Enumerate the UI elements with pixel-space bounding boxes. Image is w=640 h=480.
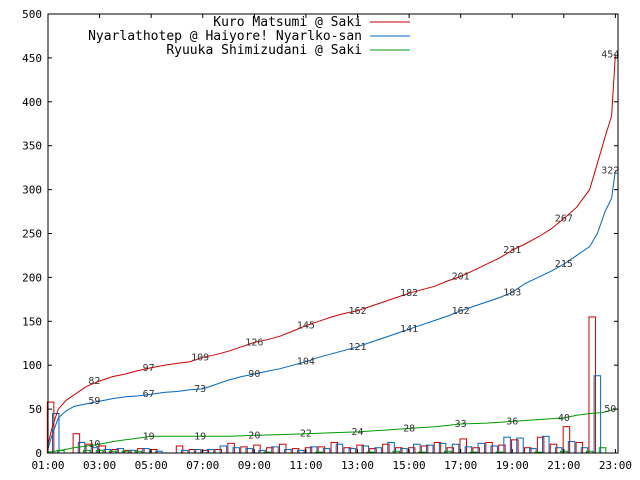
y-tick-label: 50: [29, 403, 42, 416]
data-label: 33: [455, 419, 467, 430]
series-line-3: [47, 408, 616, 453]
y-tick-label: 250: [22, 228, 42, 241]
data-label: 40: [558, 413, 570, 424]
annotations-layer: 82 97 109 126 145 162 182 201 231 267 454 59 67 73 90 1…: [88, 49, 619, 450]
data-label: 231: [503, 245, 521, 256]
data-label: 82: [88, 376, 100, 387]
data-label: 73: [194, 384, 206, 395]
plot-frame: [47, 13, 619, 454]
x-tick-label: 07:00: [186, 459, 219, 472]
y-tick-label: 150: [22, 315, 42, 328]
data-label: 59: [88, 396, 100, 407]
data-label: 22: [300, 429, 312, 440]
data-label: 97: [143, 363, 155, 374]
data-label: 267: [555, 214, 573, 225]
data-label: 162: [452, 306, 470, 317]
data-label: 104: [297, 357, 315, 368]
data-label: 145: [297, 321, 315, 332]
lines-layer: [47, 54, 616, 453]
x-tick-label: 05:00: [135, 459, 168, 472]
data-label: 67: [143, 389, 155, 400]
data-label: 24: [351, 427, 363, 438]
x-tick-label: 17:00: [444, 459, 477, 472]
data-label: 182: [400, 288, 418, 299]
x-tick-label: 13:00: [341, 459, 374, 472]
legend-label: Nyarlathotep @ Haiyore! Nyarlko-san: [88, 29, 362, 44]
data-label: 322: [601, 165, 619, 176]
x-tick-label: 21:00: [547, 459, 580, 472]
data-label: 20: [248, 430, 260, 441]
legend-label: Ryuuka Shimizudani @ Saki: [166, 43, 362, 58]
x-tick-label: 23:00: [599, 459, 632, 472]
data-label: 50: [604, 404, 616, 415]
data-label: 126: [245, 337, 263, 348]
y-tick-label: 300: [22, 184, 42, 197]
data-label: 19: [143, 431, 155, 442]
x-tick-label: 19:00: [496, 459, 529, 472]
data-label: 454: [601, 49, 619, 60]
data-label: 109: [191, 352, 209, 363]
x-tick-label: 01:00: [31, 459, 64, 472]
data-label: 215: [555, 259, 573, 270]
y-tick-label: 200: [22, 271, 42, 284]
data-label: 183: [503, 287, 521, 298]
legend-label: Kuro Matsumi @ Saki: [213, 15, 362, 30]
series-line-1: [47, 54, 616, 445]
y-tick-label: 400: [22, 96, 42, 109]
axes-layer: 0 50 100 150 200 250 300 350 400 450 500 01:00 03:00…: [22, 8, 632, 472]
data-label: 162: [348, 306, 366, 317]
data-label: 90: [248, 369, 260, 380]
series-line-2: [47, 170, 616, 449]
x-tick-label: 11:00: [289, 459, 322, 472]
data-label: 28: [403, 423, 415, 434]
y-tick-label: 450: [22, 52, 42, 65]
data-label: 10: [88, 439, 100, 450]
y-tick-label: 500: [22, 8, 42, 21]
x-tick-label: 09:00: [238, 459, 271, 472]
x-tick-label: 03:00: [83, 459, 116, 472]
data-label: 19: [194, 431, 206, 442]
data-label: 121: [348, 342, 366, 353]
data-label: 36: [506, 416, 518, 427]
y-tick-label: 350: [22, 140, 42, 153]
y-tick-label: 0: [35, 447, 42, 460]
data-label: 141: [400, 324, 418, 335]
x-tick-label: 15:00: [393, 459, 426, 472]
y-tick-label: 100: [22, 359, 42, 372]
data-label: 201: [452, 272, 470, 283]
